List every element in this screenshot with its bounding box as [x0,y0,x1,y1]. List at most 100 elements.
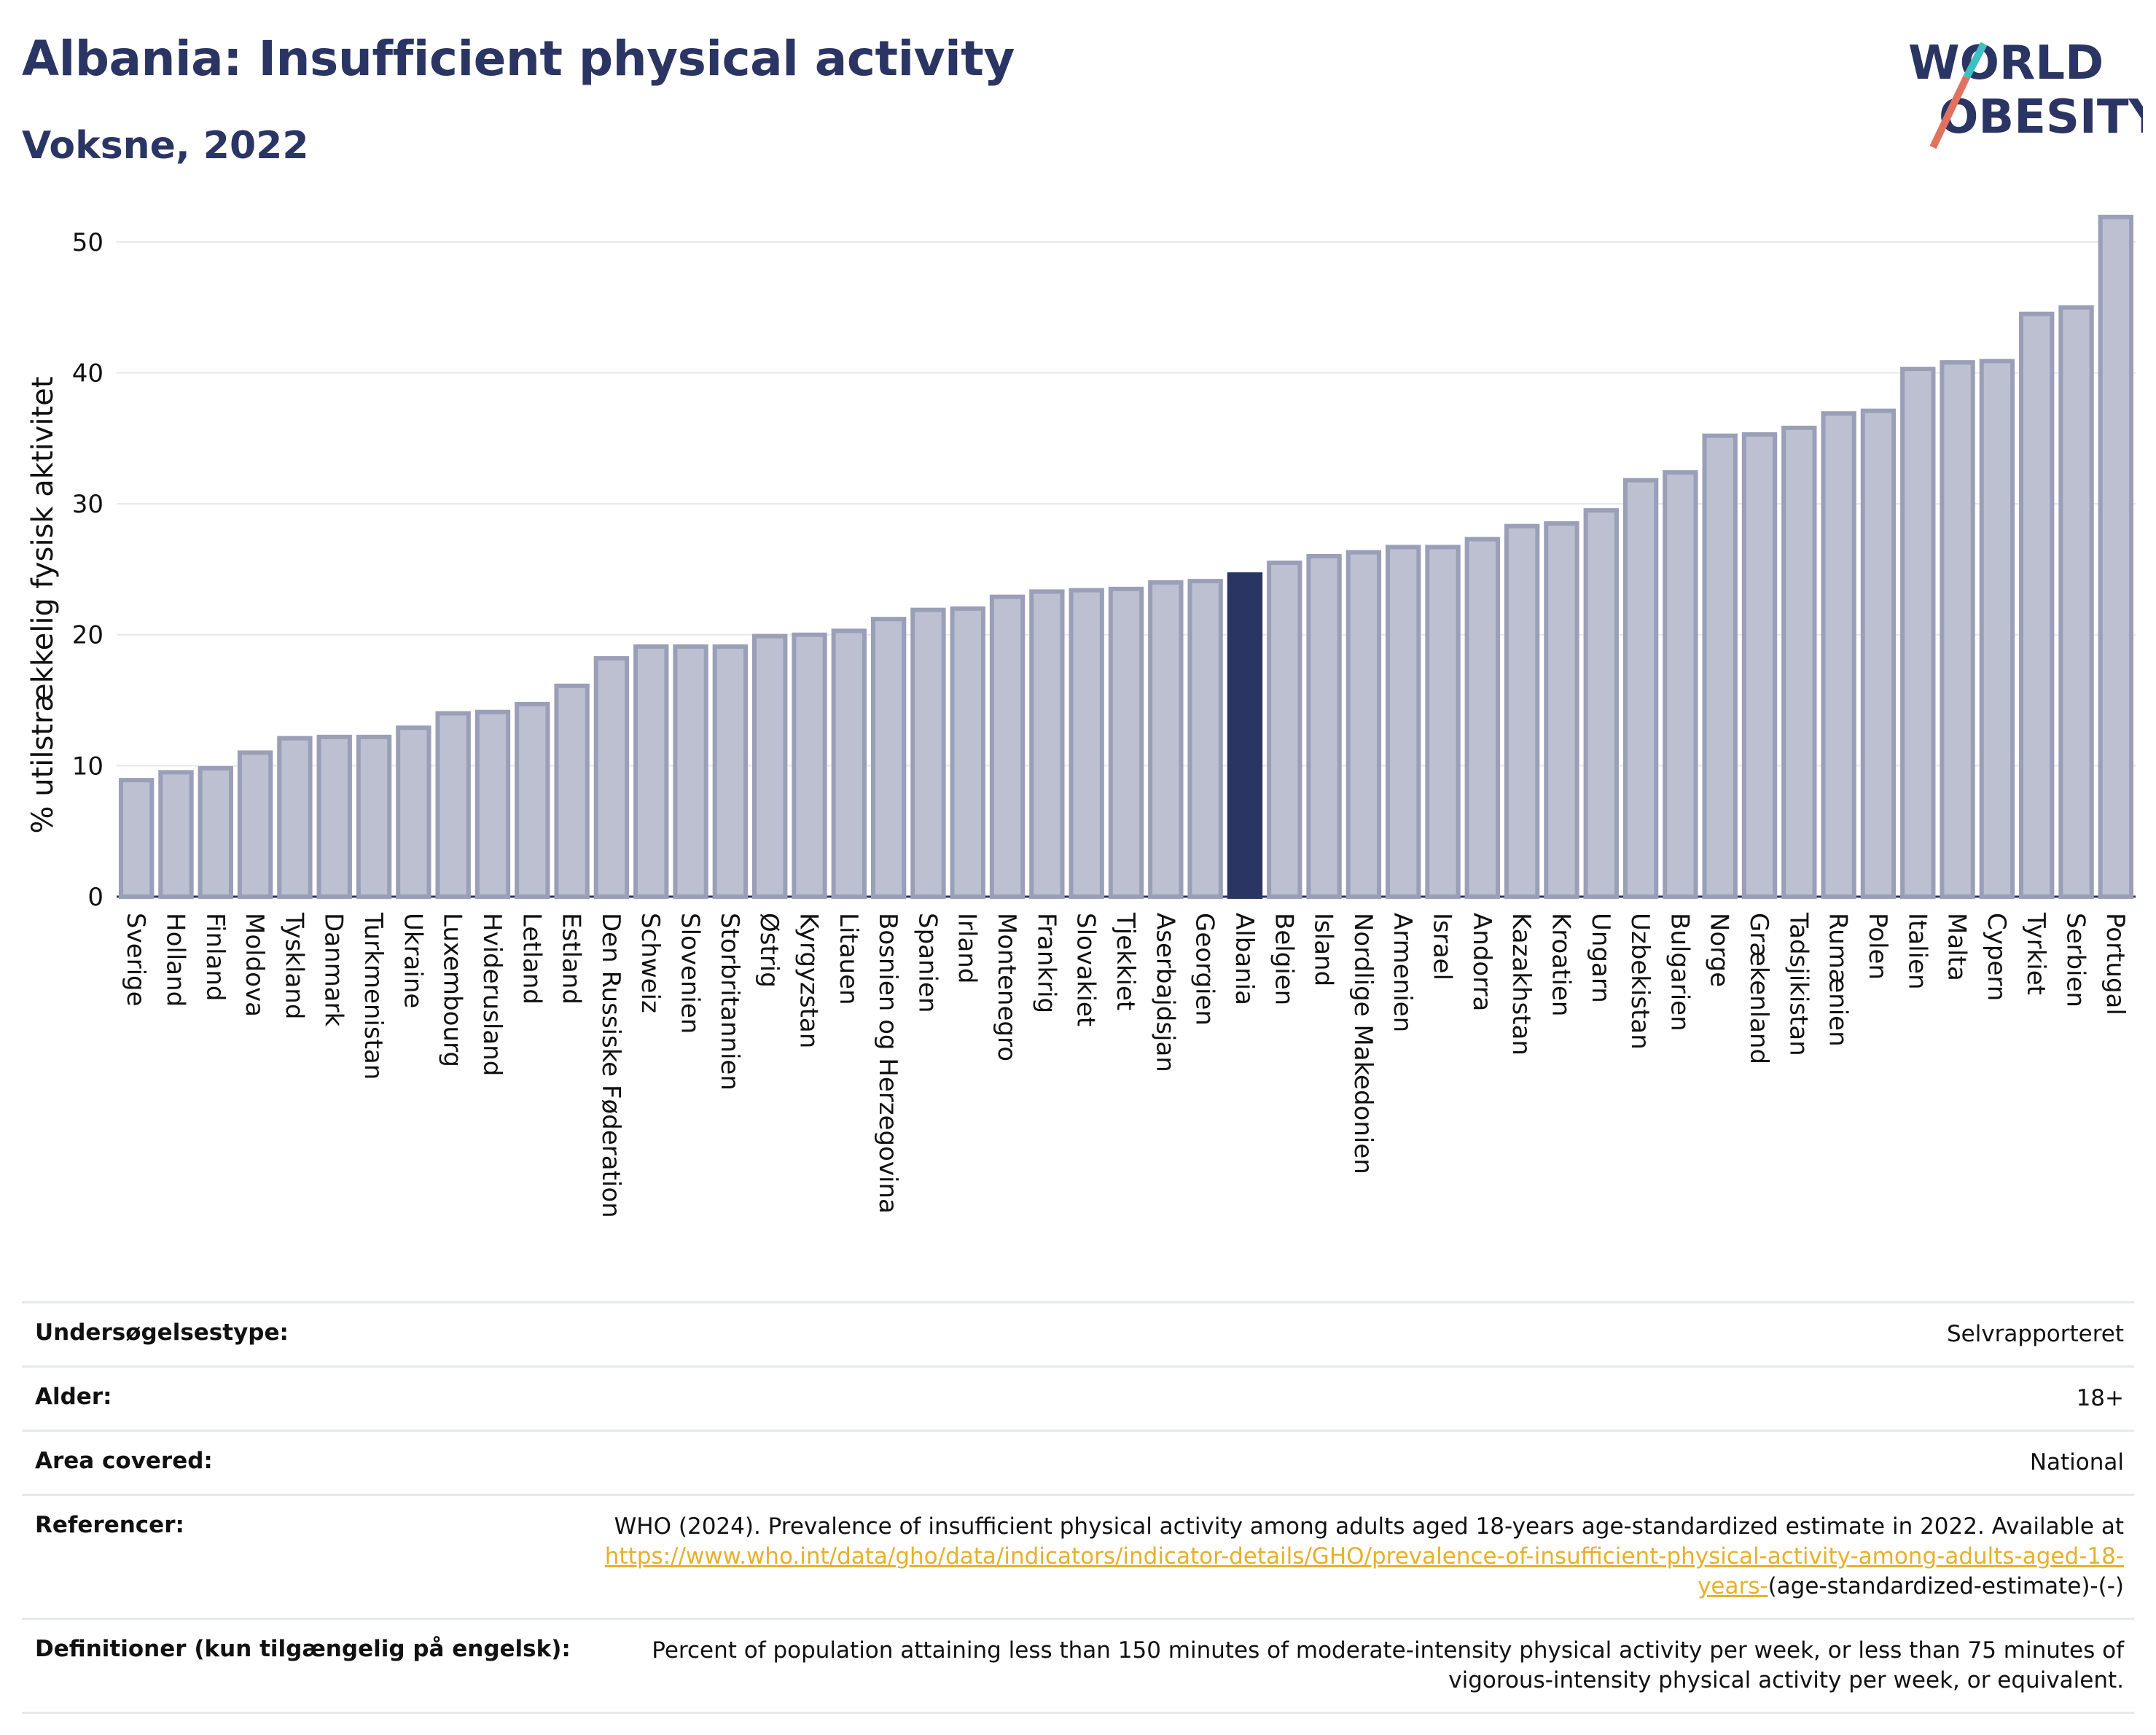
x-tick-label: Østrig [754,913,784,988]
bar [435,711,471,899]
logo-slash-bottom [1929,75,1970,149]
area-label: Area covered: [35,1448,213,1474]
x-tick-label: Montenegro [992,913,1021,1061]
x-tick-label: Slovakiet [1071,913,1101,1026]
details-row-area: Area covered: National [22,1430,2134,1494]
bar [1544,521,1579,899]
details-table: Undersøgelsestype: Selvrapporteret Alder… [22,1301,2134,1714]
x-tick-label: Georgien [1190,913,1219,1026]
bar [316,734,352,900]
x-tick-label: Nordlige Makedonien [1348,913,1378,1174]
bar [1741,432,1778,899]
bar [1860,408,1897,899]
world-obesity-logo: WORLD OBESITY [1908,36,2143,149]
bar [792,632,827,899]
bar [2058,305,2094,899]
x-tick-label: Cypern [1982,913,2011,1001]
x-tick-label: Tyrkiet [2021,912,2050,995]
x-tick-label: Israel [1428,913,1457,980]
y-tick-label: 20 [72,621,103,650]
x-tick-label: Andorra [1467,913,1496,1011]
bar [356,734,392,900]
definitions-value: Percent of population attaining less tha… [652,1637,2124,1693]
x-tick-label: Kroatien [1546,913,1575,1016]
x-tick-label: Estland [557,913,586,1005]
y-axis-label: % utilstrækkelig fysisk aktivitet [26,376,60,833]
references-suffix: (age-standardized-estimate)-(-) [1768,1573,2124,1599]
x-tick-label: Aserbajdsjan [1150,913,1179,1072]
bar [1148,580,1184,900]
y-tick-label: 50 [72,228,103,257]
x-tick-label: Luxembourg [438,913,467,1067]
x-tick-label: Armenien [1388,913,1417,1032]
x-tick-label: Italien [1902,913,1932,990]
x-tick-label: Slovenien [676,913,705,1034]
x-tick-label: Tjekkiet [1111,912,1140,1010]
references-link-cont[interactable]: 18-years- [1698,1543,2124,1599]
bar [831,628,867,900]
bar [593,656,630,900]
bar [515,701,550,899]
x-tick-label: Kyrgyzstan [794,913,823,1048]
details-row-survey-type: Undersøgelsestype: Selvrapporteret [22,1301,2134,1365]
x-tick-label: Litauen [834,913,863,1005]
bar [554,683,590,900]
age-label: Alder: [35,1384,112,1410]
bar [1900,367,1936,899]
x-tick-label: Bosnien og Herzegovina [873,913,902,1214]
x-tick-label: Turkmenistan [359,912,388,1080]
bar [158,770,194,900]
x-tick-label: Albania [1230,913,1259,1005]
bar [1940,360,1975,900]
x-tick-label: Letland [517,913,546,1005]
definitions-label: Definitioner (kun tilgængelig på engelsk… [35,1636,571,1662]
survey-type-label: Undersøgelsestype: [35,1319,289,1346]
x-tick-label: Moldova [240,913,269,1017]
bar [910,607,946,899]
details-row-definitions: Definitioner (kun tilgængelig på engelsk… [22,1618,2134,1714]
x-tick-label: Finland [200,913,230,1002]
x-tick-label: Den Russiske Føderation [596,913,625,1218]
bar [1702,433,1738,900]
area-value: National [2029,1449,2124,1475]
bar [396,725,431,899]
bar [1345,550,1382,900]
details-row-age: Alder: 18+ [22,1365,2134,1430]
x-tick-label: Island [1309,913,1338,986]
x-tick-label: Rumænien [1824,913,1853,1047]
x-tick-label: Storbritannien [715,913,744,1091]
bar [1583,508,1619,899]
references-link[interactable]: https://www.who.int/data/gho/data/indica… [604,1543,2087,1570]
bar [1386,545,1421,899]
x-tick-label: Irland [953,913,982,983]
x-tick-label: Tyskland [279,912,308,1019]
bar [989,594,1026,899]
x-tick-label: Grækenland [1744,913,1773,1064]
x-tick-label: Bulgarien [1665,913,1694,1032]
x-tick-label: Ukraine [398,913,427,1008]
page-subtitle: Voksne, 2022 [22,124,309,168]
bar [870,617,907,899]
x-tick-label: Sverige [121,913,150,1007]
x-tick-label: Schweiz [636,913,665,1013]
bar [1464,537,1501,899]
y-tick-label: 0 [87,883,103,912]
bar [950,606,985,899]
bar [198,765,233,899]
bar [1622,477,1659,899]
bar [1781,425,1817,900]
references-label: Referencer: [35,1512,184,1538]
bar-chart: % utilstrækkelig fysisk aktivitet 0 10 20 3… [26,214,2136,1218]
references-text: WHO (2024). Prevalence of insufficient p… [614,1513,2124,1540]
bar [474,709,511,899]
bar [1821,411,1856,899]
x-tick-label: Norge [1705,913,1734,987]
x-tick-label: Portugal [2101,913,2130,1015]
bar [673,644,708,899]
x-tick-label: Serbien [2061,913,2090,1007]
bar-highlight [1227,572,1263,899]
bar [237,750,273,899]
bar [1187,579,1223,899]
bar [1108,586,1144,899]
bar [277,736,313,899]
